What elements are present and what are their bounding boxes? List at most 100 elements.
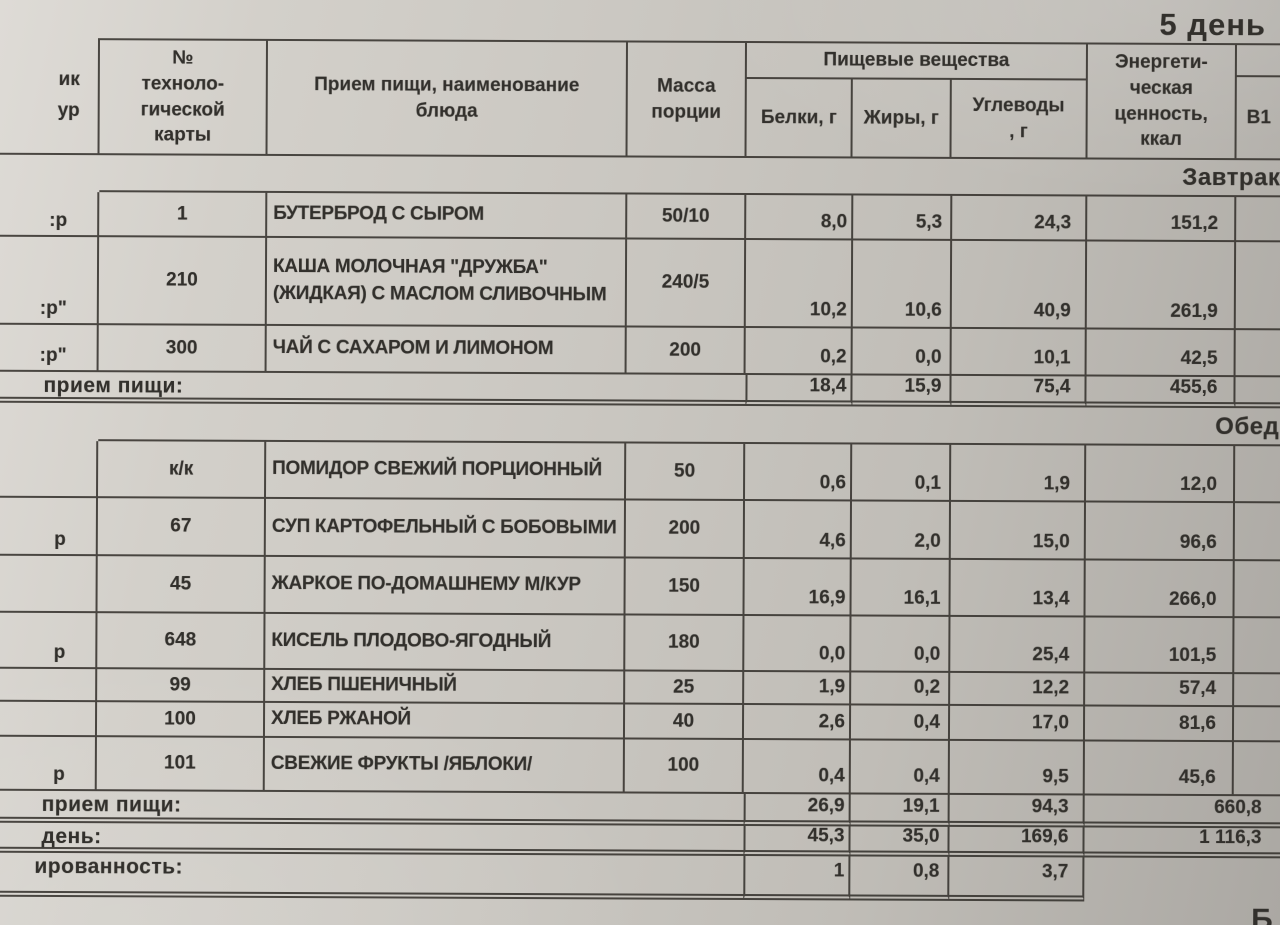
section-label-breakfast: Завтрак <box>99 155 1280 198</box>
fat-cell: 0,2 <box>851 672 951 706</box>
header-protein: Белки, г <box>746 78 854 157</box>
table-row: р 648 КИСЕЛЬ ПЛОДОВО-ЯГОДНЫЙ 180 0,0 0,0… <box>0 612 1280 675</box>
carbs-cell: 10,1 <box>951 328 1087 377</box>
b1-cell <box>1233 707 1280 743</box>
energy-cell: 12,0 <box>1085 445 1236 504</box>
dish-cell: БУТЕРБРОД С СЫРОМ <box>267 192 628 240</box>
recipe-fragment-cell <box>0 668 98 703</box>
recipe-fragment-cell: :р" <box>0 324 99 373</box>
protein-cell: 10,2 <box>745 239 854 329</box>
dish-cell: СВЕЖИЕ ФРУКТЫ /ЯБЛОКИ/ <box>264 737 625 794</box>
mass-cell: 50 <box>625 443 746 501</box>
header-b1-group: В1 <box>1236 43 1280 161</box>
tech-card-cell: к/к <box>98 441 267 499</box>
protein-cell: 1,9 <box>744 671 852 706</box>
balance-row: ированность: 1 0,8 3,7 <box>0 852 1280 902</box>
energy-cell: 261,9 <box>1086 241 1237 331</box>
section-label-row: Обед <box>0 402 1280 447</box>
header-b1: В1 <box>1246 106 1272 128</box>
header-fat: Жиры, г <box>852 79 952 157</box>
protein-cell: 0,0 <box>744 615 852 673</box>
table-header-row: ик ур № техноло- гической карты Прием пи… <box>0 37 1280 161</box>
b1-cell <box>1234 446 1280 504</box>
fat-cell: 16,1 <box>851 559 951 617</box>
b1-cell <box>1236 197 1280 243</box>
dish-cell: ХЛЕБ ПШЕНИЧНЫЙ <box>265 669 626 705</box>
dish-cell: КАША МОЛОЧНАЯ "ДРУЖБА" (ЖИДКАЯ) С МАСЛОМ… <box>266 237 628 328</box>
table-row: р 101 СВЕЖИЕ ФРУКТЫ /ЯБЛОКИ/ 100 0,4 0,4… <box>0 736 1280 797</box>
fat-cell: 0,4 <box>850 705 951 741</box>
mass-cell: 50/10 <box>627 194 747 240</box>
dish-cell: КИСЕЛЬ ПЛОДОВО-ЯГОДНЫЙ <box>265 613 626 672</box>
table-row: :р 1 БУТЕРБРОД С СЫРОМ 50/10 8,0 5,3 24,… <box>0 191 1280 243</box>
header-recipe-fragment: ик ур <box>0 37 101 156</box>
protein-cell: 0,6 <box>744 443 853 502</box>
tech-card-cell: 67 <box>97 498 266 557</box>
dish-cell: ХЛЕБ РЖАНОЙ <box>264 702 626 740</box>
header-b1-group-stub <box>1236 45 1280 78</box>
table-row: 45 ЖАРКОЕ ПО-ДОМАШНЕМУ М/КУР 150 16,9 16… <box>0 555 1280 619</box>
header-nutrients-group: Пищевые вещества Белки, г Жиры, г Углево… <box>746 40 1088 160</box>
protein-cell: 8,0 <box>746 194 854 241</box>
page-title: 5 день <box>1159 6 1267 43</box>
energy-cell: 57,4 <box>1085 673 1235 708</box>
mass-cell: 240/5 <box>626 239 747 328</box>
tech-card-cell: 101 <box>96 737 265 792</box>
carbs-cell: 15,0 <box>950 501 1086 561</box>
fat-day-total: 35,0 <box>850 826 950 857</box>
protein-total: 18,4 <box>745 374 853 407</box>
table-row: к/к ПОМИДОР СВЕЖИЙ ПОРЦИОННЫЙ 50 0,6 0,1… <box>0 440 1280 504</box>
section-label-spacer <box>0 402 98 441</box>
carbs-total: 94,3 <box>949 794 1085 828</box>
fat-total: 19,1 <box>850 794 950 827</box>
b1-cell <box>1234 561 1280 619</box>
carbs-cell: 40,9 <box>951 240 1088 330</box>
header-mass: Масса порции <box>627 40 748 158</box>
meal-total-label: прием пищи: <box>0 371 746 406</box>
fat-cell: 2,0 <box>851 501 951 560</box>
fat-cell: 0,1 <box>851 444 952 502</box>
page-corner-fragment: Б <box>1251 903 1273 925</box>
header-nutrients-subrow: Белки, г Жиры, г Углеводы , г <box>746 78 1086 157</box>
mass-cell: 40 <box>624 704 745 740</box>
carbs-cell: 1,9 <box>950 444 1087 503</box>
mass-cell: 150 <box>625 558 745 616</box>
energy-cell: 151,2 <box>1087 196 1237 243</box>
header-carbs: Углеводы , г <box>972 94 1065 142</box>
energy-total: 455,6 <box>1086 376 1236 409</box>
protein-cell: 0,2 <box>745 327 853 376</box>
tech-card-cell: 210 <box>98 237 268 326</box>
table-row: 100 ХЛЕБ РЖАНОЙ 40 2,6 0,4 17,0 81,6 <box>0 701 1280 743</box>
fat-cell: 10,6 <box>852 240 953 329</box>
recipe-fragment-cell <box>0 701 98 738</box>
balance-empty-area <box>1084 857 1280 902</box>
protein-balance: 1 <box>743 855 851 901</box>
protein-cell: 4,6 <box>744 500 852 560</box>
energy-cell: 101,5 <box>1085 617 1235 675</box>
section-label-spacer <box>0 154 99 192</box>
energy-cell: 81,6 <box>1084 706 1235 743</box>
carbs-cell: 17,0 <box>949 705 1086 742</box>
carbs-total: 75,4 <box>951 375 1087 408</box>
dish-cell: ЧАЙ С САХАРОМ И ЛИМОНОМ <box>266 325 627 375</box>
day-total-label: день: <box>0 822 744 856</box>
fat-cell: 0,4 <box>850 740 950 795</box>
fat-cell: 0,0 <box>851 616 951 673</box>
tech-card-cell: 100 <box>96 702 266 738</box>
carbs-cell: 9,5 <box>949 740 1085 796</box>
recipe-fragment-cell <box>0 440 99 499</box>
mass-cell: 180 <box>625 615 745 672</box>
mass-cell: 200 <box>625 500 745 559</box>
tech-card-cell: 648 <box>97 613 266 670</box>
mass-cell: 25 <box>625 671 745 705</box>
recipe-fragment-cell <box>0 555 98 614</box>
header-energy: Энергети- ческая ценность, ккал <box>1087 42 1237 161</box>
fat-cell: 0,0 <box>852 328 952 376</box>
carbs-cell: 24,3 <box>952 195 1088 242</box>
dish-cell: ЖАРКОЕ ПО-ДОМАШНЕМУ М/КУР <box>265 556 626 616</box>
fat-total: 15,9 <box>852 375 952 407</box>
recipe-fragment-cell: :р <box>0 191 100 238</box>
protein-cell: 2,6 <box>743 704 852 741</box>
fat-cell: 5,3 <box>853 195 953 241</box>
